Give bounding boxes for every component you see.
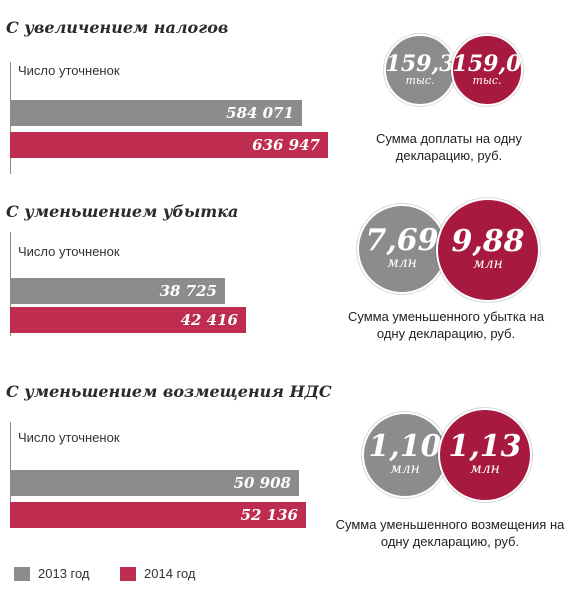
average-circle-2014: 159,0 тыс. xyxy=(451,34,523,106)
average-unit: млн xyxy=(390,461,420,478)
average-circle-2013: 1,10 млн xyxy=(362,412,448,498)
panel-title: С уменьшением возмещения НДС xyxy=(6,382,332,401)
average-circle-2014: 9,88 млн xyxy=(436,198,540,302)
bar-2013: 584 071 xyxy=(10,100,302,126)
bar-value-label: 52 136 xyxy=(240,506,298,524)
average-circle-2013: 159,3 тыс. xyxy=(384,34,456,106)
average-value: 159,0 xyxy=(452,50,522,77)
legend-swatch-2014 xyxy=(120,567,136,581)
average-value: 1,10 xyxy=(368,429,442,465)
bar-value-label: 636 947 xyxy=(252,136,320,154)
metric-label: Число уточненок xyxy=(18,244,120,259)
average-caption: Сумма уменьшенного возмещения на одну де… xyxy=(335,517,565,549)
average-unit: млн xyxy=(387,255,417,272)
legend-label-2013: 2013 год xyxy=(38,566,90,581)
average-value: 9,88 xyxy=(451,224,525,260)
average-unit: тыс. xyxy=(472,73,502,87)
metric-label: Число уточненок xyxy=(18,63,120,78)
bar-2014: 42 416 xyxy=(10,307,246,333)
average-circle-2014: 1,13 млн xyxy=(438,408,532,502)
bar-2014: 52 136 xyxy=(10,502,306,528)
average-unit: тыс. xyxy=(405,73,435,87)
bar-2013: 50 908 xyxy=(10,470,299,496)
panel-tax-increase: С увеличением налогов Число уточненок 58… xyxy=(0,18,570,188)
panel-vat-decrease: С уменьшением возмещения НДС Число уточн… xyxy=(0,382,570,562)
average-value: 7,69 xyxy=(365,223,439,259)
legend-swatch-2013 xyxy=(14,567,30,581)
bar-2013: 38 725 xyxy=(10,278,225,304)
panel-loss-decrease: С уменьшением убытка Число уточненок 38 … xyxy=(0,198,570,372)
panel-title: С уменьшением убытка xyxy=(6,202,239,221)
average-caption: Сумма доплаты на одну декларацию, руб. xyxy=(376,131,522,163)
bar-value-label: 42 416 xyxy=(180,311,238,329)
average-circle-2013: 7,69 млн xyxy=(357,204,447,294)
average-value: 159,3 xyxy=(385,50,455,77)
legend-label-2014: 2014 год xyxy=(144,566,196,581)
panel-title: С увеличением налогов xyxy=(6,18,229,37)
bar-value-label: 584 071 xyxy=(226,104,294,122)
average-caption: Сумма уменьшенного убытка на одну деклар… xyxy=(347,309,545,341)
bar-value-label: 38 725 xyxy=(159,282,217,300)
metric-label: Число уточненок xyxy=(18,430,120,445)
bar-2014: 636 947 xyxy=(10,132,328,158)
bar-value-label: 50 908 xyxy=(233,474,291,492)
average-value: 1,13 xyxy=(448,429,522,465)
average-unit: млн xyxy=(470,461,500,478)
average-unit: млн xyxy=(473,256,503,273)
